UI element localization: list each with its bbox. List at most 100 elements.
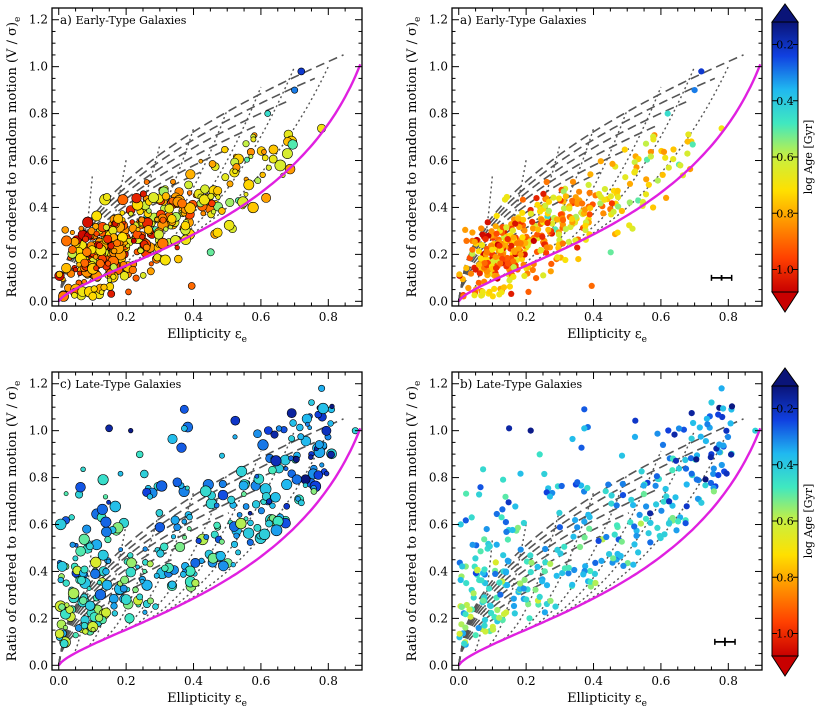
data-point	[579, 200, 586, 207]
data-point	[635, 197, 642, 204]
data-point	[198, 194, 210, 206]
data-point	[650, 204, 657, 211]
data-point	[702, 438, 710, 445]
model-line	[57, 512, 230, 666]
data-point	[497, 591, 504, 598]
data-point	[602, 488, 609, 495]
y-tick-label: 1.2	[29, 377, 48, 391]
data-point	[586, 211, 593, 218]
data-point	[313, 470, 323, 480]
data-point	[533, 195, 540, 202]
data-point	[254, 177, 262, 184]
data-point	[327, 420, 334, 427]
data-point	[536, 593, 543, 601]
data-point	[90, 568, 101, 580]
data-point	[586, 189, 593, 196]
data-point	[139, 272, 147, 279]
data-point	[521, 272, 528, 279]
colorbar: 0.2 0.4 0.6 0.8 1.0 log Age [Gyr]	[771, 3, 815, 313]
data-point	[557, 550, 564, 557]
data-point	[56, 561, 68, 572]
data-point	[643, 176, 650, 183]
data-point	[613, 502, 620, 509]
data-point	[218, 560, 229, 572]
data-point	[92, 254, 99, 260]
data-point	[132, 274, 140, 282]
data-point	[587, 583, 595, 590]
data-point	[92, 222, 100, 230]
data-point	[626, 222, 633, 229]
data-point	[684, 138, 691, 145]
data-point	[77, 575, 86, 585]
data-point	[135, 564, 140, 570]
data-point	[608, 492, 615, 499]
data-point	[314, 440, 324, 449]
data-point	[75, 482, 86, 493]
data-point	[619, 480, 626, 488]
data-point	[515, 245, 522, 252]
data-point	[532, 586, 539, 593]
data-point	[82, 216, 94, 228]
data-point	[128, 211, 134, 217]
data-point	[715, 411, 722, 418]
data-point	[131, 193, 142, 204]
data-point	[556, 195, 563, 202]
data-point	[170, 178, 176, 185]
data-point	[607, 249, 614, 256]
data-point	[181, 425, 188, 432]
data-point	[96, 580, 102, 586]
data-point	[586, 525, 593, 532]
x-tick-label: 0.0	[49, 674, 68, 688]
data-point	[127, 552, 134, 559]
data-point	[223, 220, 235, 231]
model-line	[457, 194, 572, 302]
data-point	[484, 219, 491, 226]
data-point	[660, 148, 668, 155]
data-point	[174, 245, 180, 251]
data-point	[707, 479, 715, 487]
data-point	[682, 520, 689, 527]
x-tick-label: 0.4	[184, 310, 203, 324]
data-point	[510, 258, 517, 265]
data-point	[622, 174, 629, 181]
axis-ticks	[52, 372, 362, 670]
data-point	[569, 197, 576, 204]
data-point	[608, 500, 615, 507]
data-point	[167, 214, 177, 224]
data-point	[283, 502, 291, 510]
data-point	[510, 595, 517, 602]
y-tick-label: 0.2	[429, 247, 448, 261]
data-point	[90, 556, 102, 569]
data-point	[129, 219, 135, 225]
data-point	[470, 594, 477, 601]
data-point	[638, 468, 645, 475]
data-point	[670, 146, 677, 153]
x-axis-label: Ellipticity εe	[167, 691, 247, 709]
data-point	[707, 454, 714, 461]
data-point	[270, 455, 282, 467]
edge-on-line	[57, 427, 362, 667]
data-point	[117, 194, 129, 206]
data-point	[106, 277, 113, 283]
data-point	[543, 178, 550, 186]
data-point	[653, 501, 660, 508]
data-point	[669, 502, 676, 509]
data-point	[720, 405, 727, 412]
data-point	[723, 470, 730, 477]
data-point	[230, 415, 241, 426]
data-point	[658, 507, 665, 514]
data-point	[173, 523, 181, 532]
data-point	[242, 503, 250, 510]
data-point	[268, 154, 278, 164]
data-point	[211, 209, 217, 215]
data-point	[486, 288, 493, 295]
plot-area	[456, 385, 762, 667]
data-point	[587, 171, 594, 178]
data-point	[660, 498, 667, 505]
model-line	[457, 512, 630, 666]
data-point	[553, 572, 560, 579]
data-point	[663, 194, 670, 201]
edge-on-line	[457, 427, 762, 667]
data-point	[547, 560, 554, 568]
data-point	[137, 247, 144, 254]
